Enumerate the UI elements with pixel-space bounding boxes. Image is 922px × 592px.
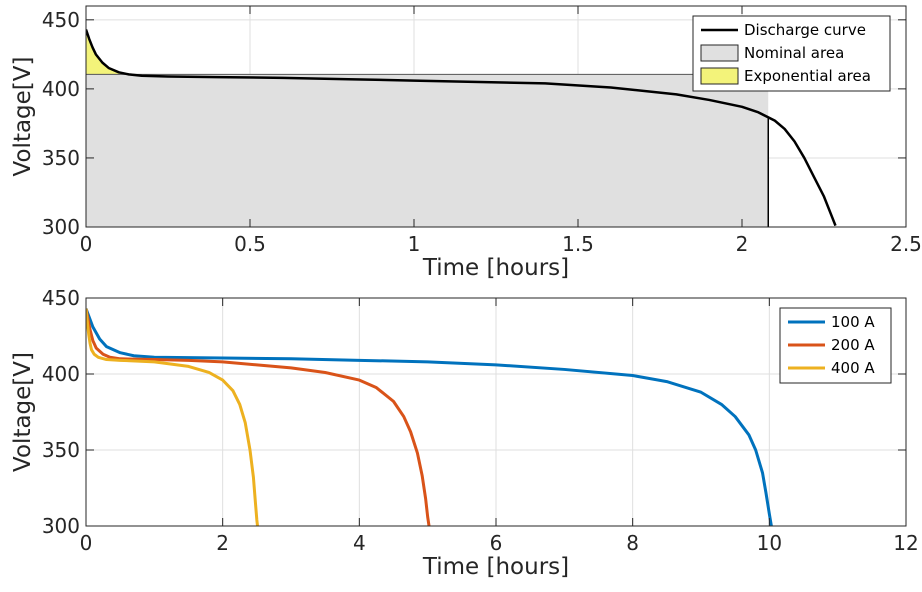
x-tick-label: 12 (893, 531, 918, 555)
x-tick-label: 0.5 (234, 232, 266, 256)
current-comparison-chart: 0 2 4 6 8 10 12 300 350 400 450 Time [hours] Voltage… (10, 286, 919, 580)
y-tick-label: 300 (42, 514, 80, 538)
legend-label: 400 A (831, 359, 875, 377)
x-tick-label: 1 (408, 232, 421, 256)
x-tick-label: 0 (80, 531, 93, 555)
legend-swatch-patch (700, 44, 739, 62)
y-tick-label: 300 (42, 215, 80, 239)
axes-frame (85, 5, 907, 228)
x-tick-label: 2.5 (890, 232, 922, 256)
y-axis-label: Voltage[V] (10, 57, 36, 177)
legend-label: Nominal area (744, 44, 844, 62)
exponential-area (86, 29, 129, 75)
x-tick-label: 2 (736, 232, 749, 256)
discharge-characteristics-chart: 0 0.5 1 1.5 2 2.5 300 350 400 450 Time [hours] Volt… (10, 5, 922, 281)
y-tick-label: 450 (42, 286, 80, 310)
series-line-discharge-curve (86, 29, 837, 227)
y-axis-label: Voltage[V] (10, 352, 36, 472)
x-tick-label: 1.5 (562, 232, 594, 256)
legend-label: Discharge curve (744, 21, 866, 39)
x-axis-label: Time [hours] (422, 554, 569, 580)
plot-area (86, 29, 837, 227)
plot-area (86, 308, 773, 526)
x-tick-label: 4 (353, 531, 366, 555)
x-tick-label: 10 (757, 531, 782, 555)
series-line-100-a (86, 308, 773, 526)
x-axis-label: Time [hours] (422, 255, 569, 281)
legend-label: Exponential area (744, 67, 871, 85)
x-tick-label: 2 (216, 531, 229, 555)
nominal-area (86, 74, 769, 227)
x-tick-label: 0 (80, 232, 93, 256)
legend-label: 100 A (831, 313, 875, 331)
legend-swatch-patch (700, 67, 739, 85)
legend-label: 200 A (831, 336, 875, 354)
y-tick-label: 400 (42, 362, 80, 386)
series-line-200-a (86, 308, 431, 526)
x-tick-label: 8 (626, 531, 639, 555)
y-tick-label: 350 (42, 146, 80, 170)
x-tick-label: 6 (490, 531, 503, 555)
y-tick-label: 450 (42, 8, 80, 32)
series-line-400-a (86, 308, 260, 526)
y-tick-label: 350 (42, 438, 80, 462)
y-tick-label: 400 (42, 77, 80, 101)
